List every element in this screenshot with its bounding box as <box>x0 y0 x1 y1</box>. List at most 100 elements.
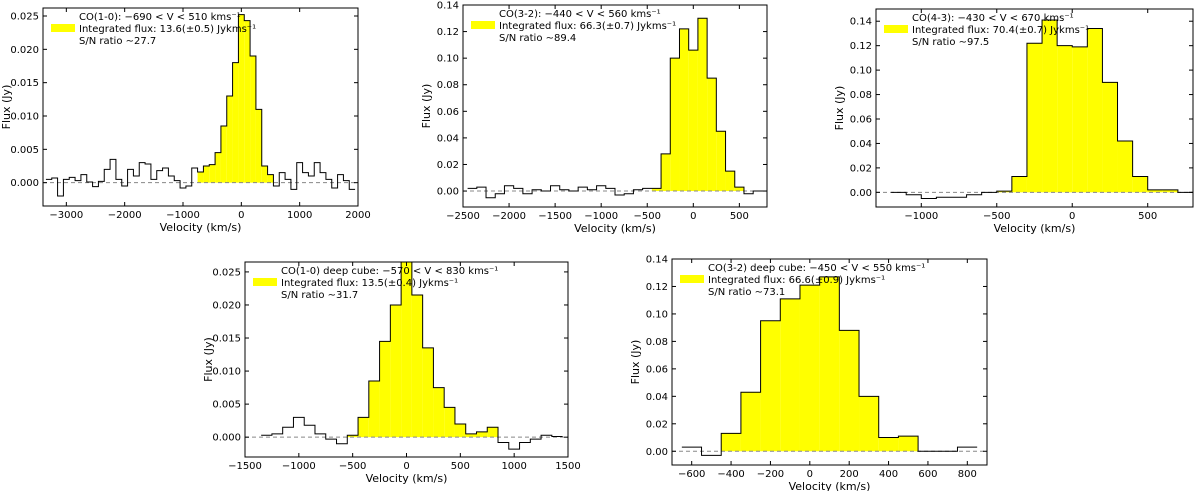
x-axis-label: Velocity (km/s) <box>366 472 448 485</box>
x-tick-label: 800 <box>958 469 977 480</box>
y-tick-label: 0.000 <box>10 178 39 189</box>
flux-fill-bin <box>799 285 820 452</box>
y-tick-label: 0.025 <box>10 12 39 23</box>
flux-fill-bin <box>1162 189 1178 193</box>
y-axis-label: Flux (Jy) <box>629 340 642 385</box>
flux-fill-bin <box>444 407 455 438</box>
flux-fill-bin <box>1087 28 1103 193</box>
x-tick-label: −2000 <box>108 210 142 221</box>
x-tick-label: −1000 <box>166 210 200 221</box>
flux-fill-bin <box>996 191 1012 193</box>
flux-fill-bin <box>1147 189 1163 193</box>
x-tick-label: 500 <box>730 211 749 222</box>
flux-fill-bin <box>476 431 488 438</box>
flux-fill-bin <box>1102 82 1118 193</box>
x-tick-label: 400 <box>879 469 898 480</box>
y-axis-label: Flux (Jy) <box>202 337 215 382</box>
y-tick-label: 0.010 <box>10 112 39 123</box>
x-tick-label: −1000 <box>282 461 316 472</box>
y-tick-label: 0.06 <box>850 115 872 126</box>
y-tick-label: 0.00 <box>646 447 668 458</box>
plot-area <box>876 19 1193 199</box>
x-tick-label: 0 <box>1069 211 1075 222</box>
flux-fill-bin <box>651 188 662 192</box>
flux-fill-bin <box>232 62 239 183</box>
flux-fill-bin <box>697 18 708 192</box>
legend-swatch <box>884 25 908 33</box>
flux-fill-bin <box>721 433 741 452</box>
y-tick-label: 0.015 <box>10 78 39 89</box>
legend-swatch <box>51 24 75 32</box>
flux-fill-bin <box>688 50 698 192</box>
x-tick-label: −1500 <box>228 461 262 472</box>
x-tick-label: 500 <box>451 461 470 472</box>
y-tick-label: 0.005 <box>212 400 241 411</box>
y-tick-label: 0.10 <box>646 309 668 320</box>
flux-fill-bin <box>780 298 800 452</box>
flux-fill-bin <box>1117 141 1133 193</box>
y-tick-label: 0.10 <box>850 66 872 77</box>
chart-panel-co10deep: −1500 −1000 −500 0 500 1000 1500 0.000 0.005 0.01… <box>202 261 581 485</box>
y-tick-label: 0.04 <box>437 133 459 144</box>
y-tick-label: 0.08 <box>437 80 459 91</box>
legend-flux: Integrated flux: 70.4(±0.7) Jykms⁻¹ <box>912 25 1089 36</box>
y-tick-label: 0.14 <box>437 1 459 12</box>
flux-fill-bin <box>244 20 251 183</box>
x-axis-label: Velocity (km/s) <box>160 221 242 234</box>
flux-fill-bin <box>255 109 262 183</box>
flux-fill-bin <box>465 433 477 438</box>
flux-fill-bin <box>716 131 726 192</box>
x-axis-label: Velocity (km/s) <box>574 222 656 235</box>
flux-fill-bin <box>819 276 840 452</box>
flux-fill-bin <box>238 14 245 183</box>
x-tick-label: 0 <box>807 469 813 480</box>
x-tick-label: −400 <box>717 469 744 480</box>
x-tick-label: 0 <box>238 210 244 221</box>
x-tick-label: −1000 <box>904 211 938 222</box>
y-tick-label: 0.02 <box>850 163 872 174</box>
flux-fill-bin <box>261 166 268 183</box>
flux-fill-bin <box>390 304 402 438</box>
x-tick-label: 1000 <box>501 461 526 472</box>
legend-flux: Integrated flux: 66.6(±0.9) Jykms⁻¹ <box>708 275 885 286</box>
y-tick-label: 0.02 <box>646 419 668 430</box>
flux-fill-bin <box>707 78 717 192</box>
y-tick-label: 0.08 <box>646 337 668 348</box>
x-tick-label: −200 <box>757 469 784 480</box>
flux-fill-bin <box>379 341 391 438</box>
legend-sn: S/N ratio ∼97.5 <box>912 37 989 48</box>
flux-fill-bin <box>358 417 369 438</box>
flux-fill-bin <box>760 320 781 452</box>
plot-area <box>463 17 767 199</box>
x-tick-label: −3000 <box>49 210 83 221</box>
flux-fill-bin <box>250 56 256 183</box>
legend-title: CO(4-3): −430 < V < 670 kms⁻¹ <box>912 13 1074 24</box>
flux-fill-bin <box>679 28 689 192</box>
y-tick-label: 0.06 <box>646 364 668 375</box>
chart-panel-co43: −1000 −500 0 500 0.00 0.02 0.04 0.06 0.08 0.10 0.1… <box>833 8 1194 235</box>
spectrum-line <box>681 276 978 456</box>
x-tick-label: −500 <box>983 211 1010 222</box>
y-tick-label: 0.06 <box>437 107 459 118</box>
y-tick-label: 0.12 <box>646 282 668 293</box>
chart-panel-co10: −3000 −2000 −1000 0 1000 2000 0.000 0.005 0.010 0… <box>0 7 371 234</box>
plot-area <box>672 276 987 456</box>
flux-fill-bin <box>368 380 380 438</box>
y-tick-label: 0.04 <box>646 392 668 403</box>
plot-area <box>43 14 358 197</box>
spectrum-line <box>261 262 563 450</box>
legend-flux: Integrated flux: 13.5(±0.4) Jykms⁻¹ <box>281 278 458 289</box>
flux-fill-bin <box>454 423 466 438</box>
plot-frame <box>462 4 768 208</box>
legend-sn: S/N ratio ∼27.7 <box>79 36 156 47</box>
flux-fill-bin <box>859 396 879 452</box>
y-tick-label: 0.14 <box>646 255 668 266</box>
flux-fill-bin <box>1132 176 1148 193</box>
flux-fill-bin <box>226 96 233 183</box>
flux-fill-bin <box>220 126 227 183</box>
y-tick-label: 0.00 <box>850 188 872 199</box>
y-tick-label: 0.015 <box>212 334 241 345</box>
plot-frame <box>875 8 1194 208</box>
legend-swatch <box>253 278 277 286</box>
y-tick-label: 0.12 <box>850 41 872 52</box>
